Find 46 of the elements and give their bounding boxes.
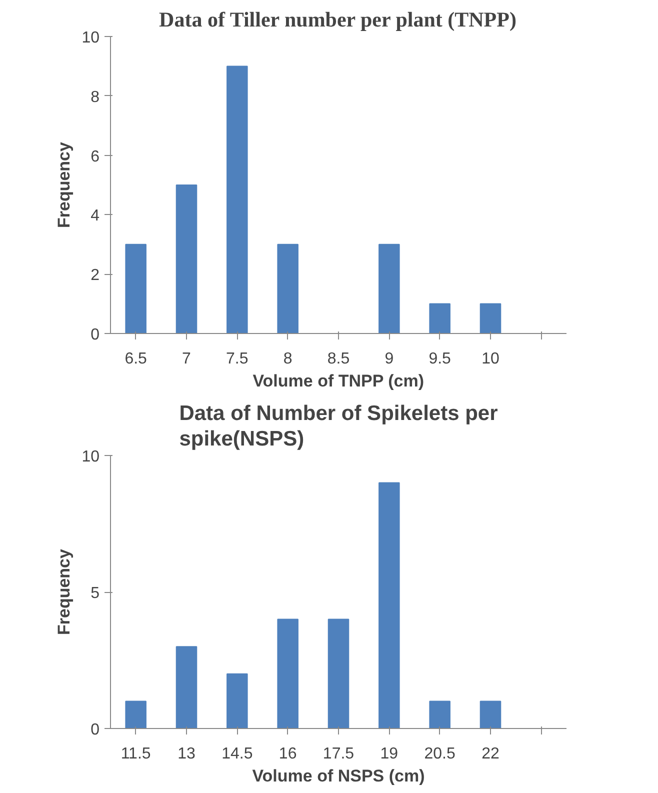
y-tick-label: 8 xyxy=(90,88,100,106)
y-axis-title: Frequency xyxy=(54,141,74,228)
bar xyxy=(226,673,248,728)
y-tick-label: 10 xyxy=(82,448,100,466)
x-tick-label: 8 xyxy=(283,350,292,368)
y-axis-title: Frequency xyxy=(54,548,74,635)
bar xyxy=(125,244,146,334)
bar xyxy=(480,700,502,728)
x-tick-label: 11.5 xyxy=(120,746,151,762)
bar xyxy=(378,482,400,728)
bar xyxy=(277,618,298,728)
bar xyxy=(429,700,450,728)
bar xyxy=(277,244,298,334)
bar xyxy=(125,700,146,728)
x-tick-label: 9 xyxy=(384,350,394,368)
x-tick-label: 7.5 xyxy=(226,350,248,368)
x-tick-label: 13 xyxy=(178,746,196,762)
bar xyxy=(378,244,400,334)
y-tick-label: 2 xyxy=(90,267,100,284)
x-tick-label: 9.5 xyxy=(428,350,452,368)
x-axis-title: Volume of TNPP (cm) xyxy=(252,372,424,390)
x-tick-label: 7 xyxy=(182,350,192,368)
bar xyxy=(226,66,248,334)
chart-title: Data of Number of Spikelets per spike(NSPS) xyxy=(179,402,498,450)
x-axis-title: Volume of NSPS (cm) xyxy=(252,766,425,786)
y-tick-label: 4 xyxy=(90,208,100,225)
y-tick-label: 6 xyxy=(90,148,100,166)
x-tick-label: 16 xyxy=(278,746,297,762)
x-tick-label: 20.5 xyxy=(424,746,456,762)
y-tick-label: 10 xyxy=(82,30,100,46)
x-tick-label: 6.5 xyxy=(124,350,148,368)
x-tick-label: 8.5 xyxy=(327,350,350,368)
y-tick-label: 5 xyxy=(90,585,100,602)
bar xyxy=(176,646,198,728)
bar xyxy=(176,184,198,334)
y-tick-label: 0 xyxy=(90,722,100,738)
x-tick-label: 17.5 xyxy=(322,746,354,762)
x-tick-label: 10 xyxy=(482,350,500,368)
bar xyxy=(429,303,450,334)
y-tick-label: 0 xyxy=(90,326,100,344)
chart-title: Data of Tiller number per plant (TNPP) xyxy=(159,8,516,32)
bar xyxy=(480,303,502,334)
x-tick-label: 22 xyxy=(482,746,500,762)
x-tick-label: 14.5 xyxy=(222,746,253,762)
bar xyxy=(328,618,350,728)
x-tick-label: 19 xyxy=(380,746,398,762)
